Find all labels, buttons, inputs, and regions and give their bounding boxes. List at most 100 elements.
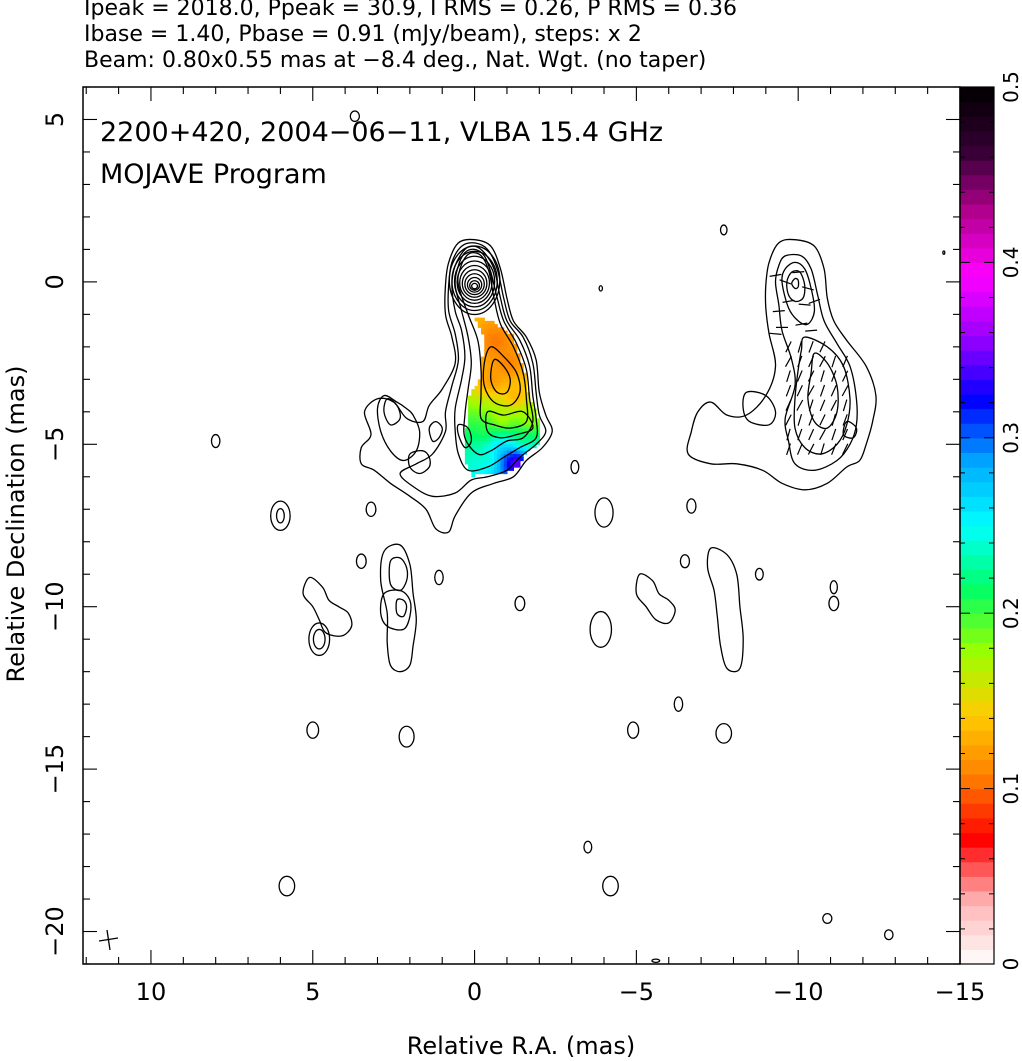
polarization-pixel bbox=[516, 411, 521, 416]
polarization-pixel bbox=[513, 356, 518, 361]
polarization-pixel bbox=[471, 402, 476, 406]
polarization-pixel bbox=[510, 392, 515, 397]
polarization-pixel bbox=[536, 421, 540, 426]
polarization-pixel bbox=[493, 343, 498, 348]
polarization-pixel bbox=[490, 330, 495, 335]
polarization-pixel bbox=[481, 424, 485, 429]
evpa-vector bbox=[772, 310, 785, 313]
polarization-pixel bbox=[510, 340, 515, 345]
polarization-pixel bbox=[481, 324, 485, 328]
polarization-pixel bbox=[497, 337, 502, 341]
colorbar-segment bbox=[960, 598, 994, 614]
polarization-pixel bbox=[516, 359, 521, 364]
evpa-vector bbox=[831, 370, 837, 382]
polarization-pixel bbox=[516, 431, 521, 436]
polarization-pixel bbox=[493, 428, 498, 432]
polarization-pixel bbox=[484, 402, 489, 406]
polarization-pixel bbox=[490, 376, 495, 380]
polarization-pixel bbox=[503, 389, 508, 393]
evpa-vector bbox=[782, 299, 795, 303]
polarization-pixel bbox=[481, 421, 485, 426]
polarization-pixel bbox=[471, 411, 476, 416]
polarization-pixel bbox=[464, 434, 469, 439]
y-tick-label: −5 bbox=[41, 427, 69, 462]
polarization-pixel bbox=[497, 389, 502, 393]
polarization-pixel bbox=[497, 340, 502, 345]
polarization-pixel bbox=[529, 411, 534, 416]
polarization-pixel bbox=[481, 392, 485, 397]
polarization-pixel bbox=[493, 457, 498, 462]
polarization-pixel bbox=[497, 346, 502, 351]
polarization-pixel bbox=[468, 402, 472, 406]
polarization-pixel bbox=[506, 389, 511, 393]
polarization-pixel bbox=[506, 444, 511, 449]
polarization-pixel bbox=[503, 437, 508, 442]
polarization-pixel bbox=[490, 457, 495, 462]
polarization-pixel bbox=[519, 395, 524, 400]
polarization-pixel bbox=[490, 343, 495, 348]
polarization-pixel bbox=[510, 421, 515, 426]
polarization-pixel bbox=[506, 460, 511, 465]
polarization-pixel bbox=[500, 463, 505, 468]
evpa-vector bbox=[785, 399, 792, 412]
polarization-pixel bbox=[513, 395, 518, 400]
polarization-pixel bbox=[464, 457, 469, 462]
polarization-pixel bbox=[484, 398, 489, 403]
polarization-pixel bbox=[477, 402, 482, 406]
polarization-pixel bbox=[516, 444, 521, 449]
polarization-pixel bbox=[526, 392, 531, 397]
polarization-pixel bbox=[500, 366, 505, 371]
polarization-pixel bbox=[481, 470, 485, 475]
polarization-pixel bbox=[484, 356, 489, 361]
polarization-pixel bbox=[484, 376, 489, 380]
polarization-pixel bbox=[487, 379, 492, 384]
polarization-pixel bbox=[510, 353, 515, 358]
polarization-pixel bbox=[484, 457, 489, 462]
polarization-pixel bbox=[477, 437, 482, 442]
polarization-pixel bbox=[481, 428, 485, 432]
jet-contour-5 bbox=[457, 251, 529, 429]
colorbar-segment bbox=[960, 320, 994, 337]
polarization-pixel bbox=[487, 337, 492, 341]
polarization-pixel bbox=[523, 372, 527, 377]
polarization-pixel bbox=[510, 428, 515, 432]
polarization-pixel bbox=[474, 385, 479, 390]
polarization-pixel bbox=[513, 431, 518, 436]
polarization-pixel bbox=[513, 385, 518, 390]
polarization-pixel bbox=[471, 431, 476, 436]
polarization-pixel bbox=[510, 369, 515, 374]
polarization-pixel bbox=[510, 444, 515, 449]
polarization-pixel bbox=[474, 317, 479, 322]
polarization-pixel bbox=[519, 441, 524, 445]
polarization-pixel bbox=[484, 350, 489, 354]
evpa-vector bbox=[808, 355, 815, 368]
polarization-pixel bbox=[490, 379, 495, 384]
polarization-pixel bbox=[493, 450, 498, 455]
polarization-pixel bbox=[523, 415, 527, 419]
polarization-pixel bbox=[503, 408, 508, 413]
polarization-pixel bbox=[510, 385, 515, 390]
noise-contour bbox=[312, 628, 326, 650]
polarization-pixel bbox=[487, 363, 492, 367]
polarization-pixel bbox=[523, 398, 527, 403]
polarization-pixel bbox=[506, 405, 511, 410]
polarization-pixel bbox=[513, 415, 518, 419]
polarization-pixel bbox=[523, 441, 527, 445]
polarization-pixel bbox=[497, 421, 502, 426]
polarization-pixel bbox=[468, 421, 472, 426]
polarization-pixel bbox=[493, 372, 498, 377]
polarization-pixel bbox=[484, 337, 489, 341]
map-subtitle: MOJAVE Program bbox=[100, 159, 327, 190]
polarization-pixel bbox=[468, 450, 472, 455]
polarization-pixel bbox=[493, 327, 498, 332]
x-tick-label: 0 bbox=[467, 978, 482, 1006]
polarization-pixel bbox=[464, 450, 469, 455]
sidelobe-contour bbox=[388, 556, 409, 592]
colorbar-segment bbox=[960, 160, 994, 176]
polarization-pixel bbox=[497, 330, 502, 335]
polarization-pixel bbox=[500, 359, 505, 364]
polarization-pixel bbox=[529, 441, 534, 445]
polarization-pixel bbox=[506, 356, 511, 361]
polarization-pixel bbox=[471, 454, 476, 458]
polarization-pixel bbox=[464, 437, 469, 442]
